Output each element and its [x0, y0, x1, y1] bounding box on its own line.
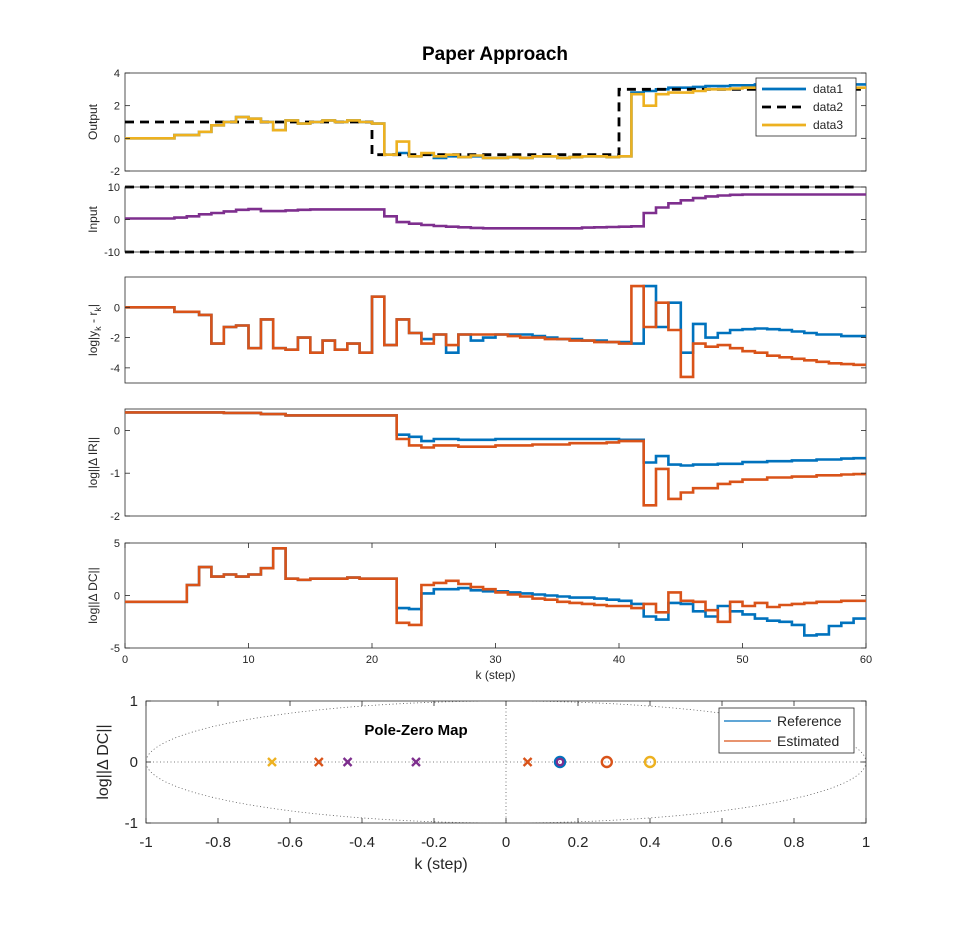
plot-area: [125, 547, 866, 637]
y-tick-label: -10: [104, 247, 120, 259]
y-axis-label: log||Δ DC||: [86, 567, 100, 624]
y-axis-label: Input: [86, 205, 100, 232]
pole-stroke: [342, 757, 353, 767]
x-tick-label: 0.4: [640, 834, 661, 851]
plot-area: [125, 411, 866, 507]
pole-marker: [522, 757, 533, 767]
x-tick-label: -0.8: [205, 834, 231, 851]
y-label-part: log|y: [86, 331, 100, 356]
x-tick-label: -1: [139, 834, 152, 851]
pole-marker: [342, 757, 353, 767]
zero-marker: [600, 755, 613, 769]
y-tick-label: 5: [114, 538, 120, 550]
x-tick-label: -0.2: [421, 834, 447, 851]
x-tick-label: -0.6: [277, 834, 303, 851]
pole-marker: [411, 757, 421, 767]
x-tick-label: 40: [613, 654, 625, 666]
y-tick-label: 4: [114, 68, 120, 80]
y-tick-label: 0: [114, 591, 120, 603]
series-line-estimated: [125, 547, 866, 627]
y-tick-label: -4: [110, 363, 120, 375]
legend-box: [718, 707, 855, 754]
x-tick-label: 1: [862, 834, 870, 851]
y-tick-label: 2: [114, 101, 120, 113]
y-tick-label: 10: [108, 182, 120, 194]
y-tick-label: -2: [110, 166, 120, 178]
pole-marker: [313, 757, 324, 767]
plot-area: [125, 284, 866, 379]
y-tick-label: -2: [110, 511, 120, 523]
axes-frame: [124, 186, 867, 253]
pole-stroke: [522, 757, 533, 767]
y-axis-label: Output: [86, 103, 100, 140]
y-label-part: - r: [86, 312, 100, 327]
plot-area: [125, 185, 866, 254]
x-tick-label: 0.8: [784, 834, 805, 851]
y-label-part: |: [86, 304, 100, 307]
y-tick-label: 0: [130, 754, 138, 771]
pole-marker: [267, 757, 277, 767]
legend-label: data3: [813, 118, 843, 132]
series-line-estimated: [125, 284, 866, 379]
zero-marker: [555, 757, 565, 767]
x-tick-label: 60: [860, 654, 872, 666]
y-tick-label: -5: [110, 643, 120, 655]
panel-input: -10 0 10 Input: [86, 182, 867, 259]
legend-label: data1: [813, 82, 843, 96]
legend-label: data2: [813, 100, 843, 114]
y-axis-label: log||Δ IR||: [86, 437, 100, 488]
pole-stroke: [411, 757, 421, 767]
legend-label: Reference: [777, 713, 842, 729]
panel-ir: -2 -1 0 log||Δ IR||: [86, 408, 867, 523]
x-tick-label: 30: [489, 654, 501, 666]
legend: data1 data2 data3: [755, 77, 857, 137]
panel-polezero: Pole-Zero Map -1 0 1 -1 -0.8 -0.6 -0.4 -0.2 0 0.2 0…: [95, 693, 870, 873]
x-tick-label: 10: [242, 654, 254, 666]
legend: Reference Estimated: [718, 707, 855, 754]
axes-frame: [124, 542, 867, 649]
x-tick-label: 0.6: [712, 834, 733, 851]
x-tick-label: 20: [366, 654, 378, 666]
y-tick-label: -1: [125, 815, 138, 832]
y-label-subscript: k: [93, 326, 103, 331]
x-tick-label: 0.2: [568, 834, 589, 851]
pole-stroke: [313, 757, 324, 767]
zero-marker: [553, 755, 567, 769]
x-tick-label: -0.4: [349, 834, 375, 851]
pole-zero-title: Pole-Zero Map: [364, 722, 467, 739]
panel-output: -2 0 2 4 Output data1 data2 data3: [86, 68, 867, 178]
zero-marker: [643, 755, 657, 769]
figure-title: Paper Approach: [422, 44, 568, 65]
y-label-subscript: k: [93, 307, 103, 312]
series-line-estimated: [125, 411, 866, 507]
y-tick-label: 0: [114, 425, 120, 437]
y-tick-label: -2: [110, 333, 120, 345]
series-line-u: [125, 193, 866, 230]
y-tick-label: 0: [114, 302, 120, 314]
x-tick-label: 0: [502, 834, 510, 851]
y-axis-label: log||Δ DC||: [95, 724, 112, 799]
y-axis-label: log|yk - rk|: [86, 304, 103, 356]
y-tick-label: -1: [110, 468, 120, 480]
legend-label: Estimated: [777, 733, 839, 749]
x-axis-label: k (step): [414, 856, 467, 873]
x-tick-label: 0: [122, 654, 128, 666]
pole-stroke: [267, 757, 277, 767]
y-tick-label: 0: [114, 133, 120, 145]
y-tick-label: 0: [114, 215, 120, 227]
x-tick-label: 50: [736, 654, 748, 666]
x-axis-label: k (step): [475, 668, 515, 682]
y-tick-label: 1: [130, 693, 138, 710]
series-line-data3: [125, 86, 866, 160]
